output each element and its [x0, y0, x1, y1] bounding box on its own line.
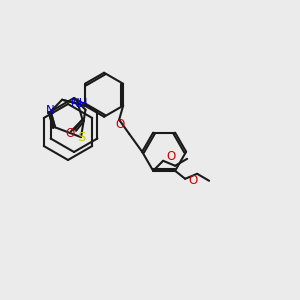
Text: O: O: [116, 118, 125, 131]
Text: NH: NH: [71, 97, 89, 110]
Text: O: O: [66, 127, 75, 140]
Text: O: O: [167, 150, 176, 163]
Text: N: N: [46, 104, 55, 117]
Text: S: S: [77, 130, 85, 144]
Text: O: O: [188, 174, 198, 187]
